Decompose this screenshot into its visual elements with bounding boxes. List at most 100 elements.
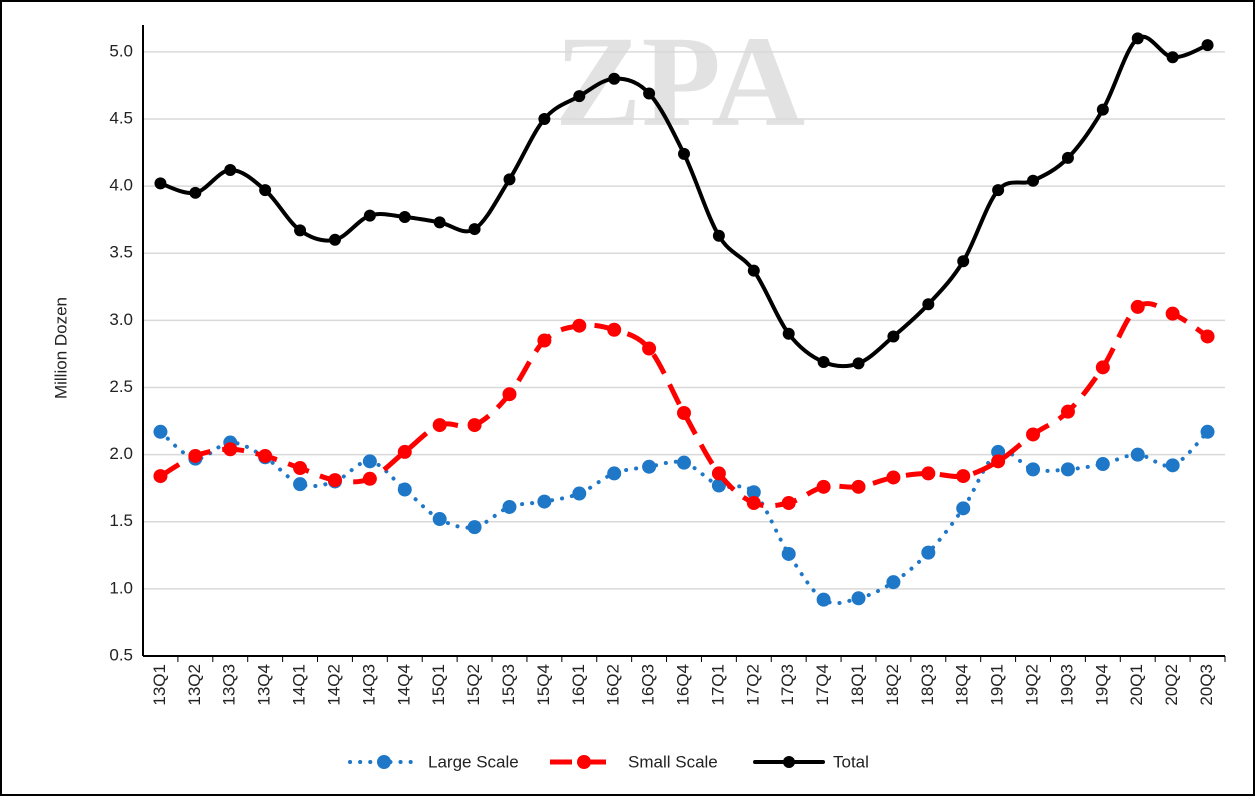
series-marker: [433, 512, 447, 526]
series-marker: [922, 298, 934, 310]
series-marker: [607, 466, 621, 480]
x-tick-label: 18Q2: [883, 664, 902, 706]
y-tick-label: 4.0: [109, 176, 133, 195]
series-marker: [468, 520, 482, 534]
x-tick-label: 18Q4: [953, 664, 972, 706]
legend-label: Small Scale: [628, 752, 718, 771]
series-marker: [783, 328, 795, 340]
series-marker: [1201, 425, 1215, 439]
series-marker: [607, 323, 621, 337]
series-marker: [1097, 104, 1109, 116]
series-marker: [921, 466, 935, 480]
x-tick-label: 14Q4: [394, 664, 413, 706]
x-tick-label: 20Q3: [1197, 664, 1216, 706]
series-marker: [537, 495, 551, 509]
x-tick-label: 18Q1: [848, 664, 867, 706]
series-marker: [502, 387, 516, 401]
legend-marker: [377, 755, 391, 769]
series-marker: [992, 184, 1004, 196]
legend-marker: [783, 756, 795, 768]
series-marker: [398, 483, 412, 497]
y-axis-label: Million Dozen: [51, 297, 70, 399]
x-tick-label: 13Q1: [150, 664, 169, 706]
series-marker: [188, 449, 202, 463]
legend-label: Total: [833, 752, 869, 771]
series-marker: [398, 445, 412, 459]
series-marker: [921, 546, 935, 560]
y-tick-label: 3.0: [109, 310, 133, 329]
series-marker: [502, 500, 516, 514]
series-marker: [712, 466, 726, 480]
series-marker: [608, 73, 620, 85]
y-tick-label: 2.0: [109, 444, 133, 463]
x-tick-label: 16Q2: [604, 664, 623, 706]
series-marker: [433, 418, 447, 432]
series-marker: [223, 442, 237, 456]
series-marker: [1061, 405, 1075, 419]
series-marker: [886, 575, 900, 589]
x-tick-label: 13Q4: [255, 664, 274, 706]
x-tick-label: 16Q4: [673, 664, 692, 706]
series-marker: [747, 496, 761, 510]
series-marker: [572, 487, 586, 501]
series-marker: [886, 470, 900, 484]
series-marker: [642, 460, 656, 474]
series-marker: [956, 501, 970, 515]
x-tick-label: 15Q1: [429, 664, 448, 706]
series-marker: [1167, 51, 1179, 63]
series-marker: [678, 148, 690, 160]
x-tick-label: 20Q1: [1127, 664, 1146, 706]
series-marker: [572, 319, 586, 333]
series-marker: [1096, 457, 1110, 471]
series-marker: [643, 87, 655, 99]
series-marker: [328, 473, 342, 487]
x-tick-label: 20Q2: [1162, 664, 1181, 706]
x-tick-label: 14Q2: [324, 664, 343, 706]
series-marker: [1132, 32, 1144, 44]
series-marker: [434, 216, 446, 228]
series-marker: [153, 469, 167, 483]
series-marker: [294, 224, 306, 236]
series-marker: [1166, 458, 1180, 472]
y-tick-label: 1.5: [109, 511, 133, 530]
series-marker: [713, 230, 725, 242]
y-tick-label: 3.5: [109, 243, 133, 262]
series-marker: [537, 334, 551, 348]
x-tick-label: 13Q3: [220, 664, 239, 706]
series-marker: [782, 547, 796, 561]
y-tick-label: 4.5: [109, 108, 133, 127]
series-marker: [293, 477, 307, 491]
series-marker: [573, 90, 585, 102]
series-marker: [1062, 152, 1074, 164]
series-marker: [1061, 462, 1075, 476]
series-marker: [258, 449, 272, 463]
series-marker: [224, 164, 236, 176]
series-marker: [677, 456, 691, 470]
series-marker: [748, 265, 760, 277]
series-marker: [1131, 448, 1145, 462]
series-marker: [1026, 462, 1040, 476]
series-marker: [1201, 329, 1215, 343]
x-tick-label: 19Q4: [1092, 664, 1111, 706]
x-tick-label: 16Q1: [569, 664, 588, 706]
series-marker: [956, 469, 970, 483]
series-marker: [468, 418, 482, 432]
series-marker: [1027, 175, 1039, 187]
y-tick-label: 2.5: [109, 377, 133, 396]
series-marker: [469, 223, 481, 235]
series-marker: [154, 177, 166, 189]
y-tick-label: 5.0: [109, 41, 133, 60]
series-marker: [852, 591, 866, 605]
x-tick-label: 17Q4: [813, 664, 832, 706]
x-tick-label: 17Q2: [743, 664, 762, 706]
series-marker: [1096, 360, 1110, 374]
x-tick-label: 18Q3: [918, 664, 937, 706]
series-marker: [782, 496, 796, 510]
x-tick-label: 17Q1: [708, 664, 727, 706]
series-marker: [153, 425, 167, 439]
series-marker: [817, 593, 831, 607]
series-marker: [363, 454, 377, 468]
series-marker: [818, 356, 830, 368]
x-tick-label: 13Q2: [185, 664, 204, 706]
series-marker: [538, 113, 550, 125]
